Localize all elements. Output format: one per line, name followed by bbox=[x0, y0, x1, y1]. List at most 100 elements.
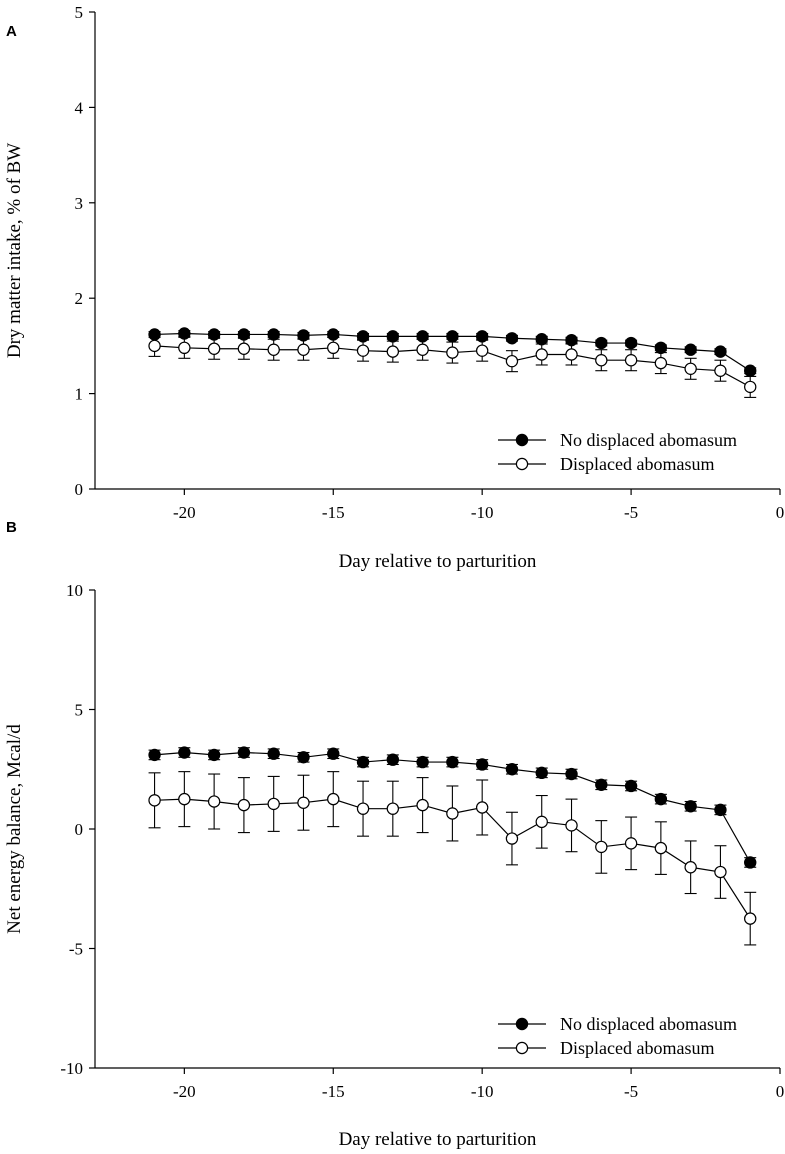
panel-a-displaced-point bbox=[267, 343, 280, 356]
panel-b-displaced-point bbox=[505, 832, 519, 845]
panel-b-axes: -10 -5 0 5 10 -20 -15 -10 -5 0 bbox=[60, 581, 784, 1101]
panel-b-displaced-point bbox=[356, 802, 370, 815]
panel-b-no-displaced-point bbox=[327, 747, 340, 760]
panel-b-no-displaced-point bbox=[386, 753, 400, 766]
panel-a-displaced-point bbox=[297, 343, 310, 356]
panel-a-no-displaced-point bbox=[297, 329, 310, 342]
panel-a-no-displaced-point bbox=[178, 327, 191, 340]
panel-b-displaced-point bbox=[416, 798, 429, 812]
panel-a-no-displaced-point bbox=[624, 336, 638, 350]
panel-b-points bbox=[148, 746, 757, 925]
panel-b-no-displaced-point bbox=[595, 778, 608, 791]
panel-b-x-tick-label: -10 bbox=[471, 1082, 494, 1101]
panel-a-displaced-point bbox=[386, 345, 400, 358]
panel-b-y-axis-label: Net energy balance, Mcal/d bbox=[4, 724, 25, 934]
panel-a-no-displaced-point bbox=[535, 333, 548, 346]
panel-a-displaced-point bbox=[654, 356, 668, 370]
panel-b-x-axis-label: Day relative to parturition bbox=[339, 1129, 537, 1150]
panel-b-x-tick-label: -5 bbox=[624, 1082, 638, 1101]
panel-b-x-tick-label: -20 bbox=[173, 1082, 196, 1101]
panel-a-displaced-point bbox=[475, 344, 489, 357]
panel-a-x-axis-label: Day relative to parturition bbox=[339, 551, 537, 572]
panel-a-displaced-point bbox=[148, 339, 161, 353]
panel-b-displaced-point bbox=[327, 792, 340, 806]
panel-a-y-tick-label: 2 bbox=[75, 289, 84, 308]
panel-b-displaced-point bbox=[386, 802, 400, 815]
panel-b-displaced-point bbox=[565, 819, 578, 832]
panel-a-no-displaced-point bbox=[565, 333, 578, 347]
panel-b-no-displaced-point bbox=[178, 746, 191, 759]
panel-a-displaced-point bbox=[178, 341, 191, 355]
panel-a-displaced-point bbox=[327, 341, 340, 355]
panel-a-no-displaced-point bbox=[356, 330, 370, 343]
panel-a-y-tick-label: 3 bbox=[75, 194, 84, 213]
panel-b-chart: B -10 -5 0 5 10 -20 -15 -10 -5 0 No displaced abo… bbox=[4, 519, 784, 1150]
panel-b-no-displaced-point bbox=[446, 755, 459, 769]
panel-b-displaced-point bbox=[237, 798, 251, 812]
panel-b-y-tick-label: 0 bbox=[75, 820, 84, 839]
panel-b-displaced-point bbox=[207, 795, 221, 808]
panel-b-x-tick-label: -15 bbox=[322, 1082, 345, 1101]
panel-b-letter: B bbox=[6, 519, 17, 536]
panel-a-y-tick-label: 4 bbox=[75, 98, 84, 117]
panel-b-legend-item-displaced: Displaced abomasum bbox=[498, 1038, 714, 1058]
panel-a-legend-item-no-displaced: No displaced abomasum bbox=[498, 430, 737, 450]
panel-b-displaced-point bbox=[148, 794, 161, 807]
panel-a-x-tick-label: -5 bbox=[624, 503, 638, 522]
panel-a-legend-label: No displaced abomasum bbox=[560, 430, 737, 450]
panel-b-displaced-point bbox=[446, 807, 459, 820]
panel-a-no-displaced-point bbox=[654, 341, 668, 355]
panel-b-no-displaced-point bbox=[356, 755, 370, 769]
panel-b-displaced-point bbox=[654, 841, 668, 855]
panel-b-no-displaced-point bbox=[505, 763, 519, 776]
panel-a-letter: A bbox=[6, 23, 17, 40]
panel-a-x-tick-label: -10 bbox=[471, 503, 494, 522]
panel-b-no-displaced-point bbox=[565, 767, 578, 781]
panel-a-legend-label: Displaced abomasum bbox=[560, 454, 714, 474]
panel-a-displaced-point bbox=[505, 354, 519, 368]
panel-b-no-displaced-point bbox=[744, 856, 757, 869]
panel-b-no-displaced-point bbox=[416, 755, 429, 769]
panel-b-displaced-point bbox=[684, 861, 697, 874]
panel-b-y-tick-label: -5 bbox=[69, 940, 83, 959]
panel-b-displaced-point bbox=[535, 815, 548, 829]
panel-a-displaced-point bbox=[446, 346, 459, 359]
panel-a-no-displaced-point bbox=[148, 328, 161, 341]
panel-b-displaced-point bbox=[744, 912, 757, 925]
panel-a-legend: No displaced abomasum Displaced abomasum bbox=[498, 430, 737, 474]
panel-b-error-bars bbox=[148, 747, 757, 946]
panel-b-displaced-point bbox=[297, 796, 310, 809]
panel-b-displaced-point bbox=[624, 837, 638, 850]
panel-b-displaced-point bbox=[714, 865, 727, 879]
panel-b-displaced-point bbox=[595, 840, 608, 854]
panel-b-no-displaced-point bbox=[684, 800, 697, 813]
panel-a-no-displaced-point bbox=[327, 328, 340, 341]
panel-b-no-displaced-point bbox=[237, 746, 251, 759]
panel-a-displaced-point bbox=[535, 348, 548, 361]
panel-a-no-displaced-point bbox=[386, 330, 400, 343]
panel-b-legend-label: No displaced abomasum bbox=[560, 1014, 737, 1034]
panel-a-y-tick-label: 0 bbox=[75, 480, 84, 499]
panel-b-no-displaced-point bbox=[297, 751, 310, 764]
panel-a-no-displaced-point bbox=[237, 328, 251, 341]
panel-a-no-displaced-point bbox=[744, 364, 757, 377]
panel-b-no-displaced-point bbox=[535, 766, 548, 780]
panel-b-displaced-point bbox=[475, 801, 489, 814]
panel-b-no-displaced-point bbox=[475, 758, 489, 771]
panel-a-no-displaced-point bbox=[684, 343, 697, 356]
panel-b-no-displaced-point bbox=[148, 748, 161, 762]
panel-b-displaced-point bbox=[267, 797, 280, 811]
panel-a-displaced-point bbox=[684, 362, 697, 375]
panel-b-y-tick-label: 5 bbox=[75, 701, 84, 720]
panel-a-displaced-point bbox=[595, 354, 608, 367]
panel-a-displaced-point bbox=[207, 342, 221, 355]
panel-a-displaced-point bbox=[624, 354, 638, 367]
panel-a-no-displaced-point bbox=[595, 336, 608, 350]
panel-a-displaced-point bbox=[356, 344, 370, 357]
panel-b-displaced-point bbox=[178, 792, 191, 806]
panel-b-y-tick-label: -10 bbox=[60, 1059, 83, 1078]
panel-a-x-tick-label: -15 bbox=[322, 503, 345, 522]
panel-a-no-displaced-point bbox=[475, 330, 489, 343]
panel-b-x-tick-label: 0 bbox=[776, 1082, 785, 1101]
panel-a-legend-item-displaced: Displaced abomasum bbox=[498, 454, 714, 474]
